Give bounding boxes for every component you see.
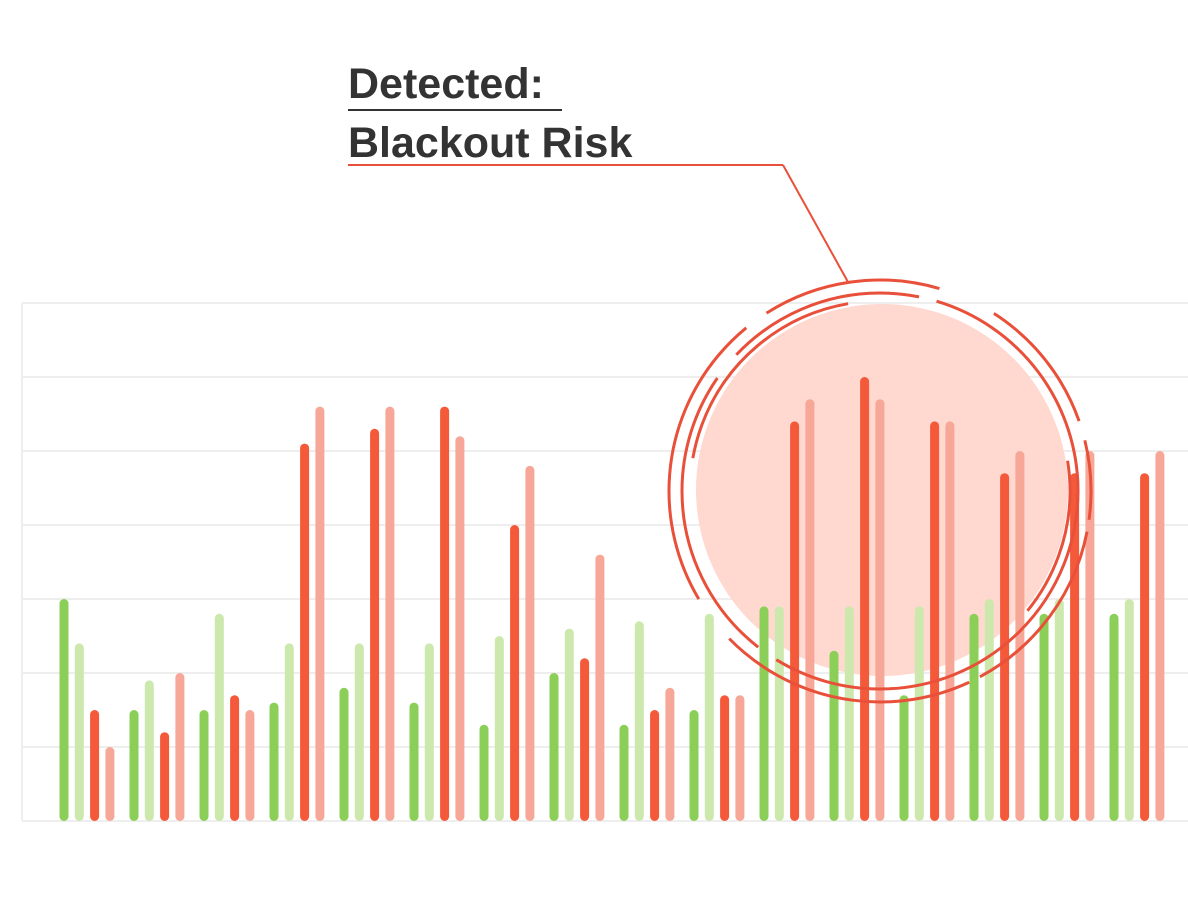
bar (665, 687, 675, 821)
bar (455, 436, 465, 821)
bar (650, 710, 660, 821)
bar (525, 465, 535, 821)
bar (914, 606, 924, 821)
bar (720, 695, 730, 821)
bar (354, 643, 364, 821)
bar (59, 599, 69, 821)
bar (105, 747, 115, 821)
bar (549, 673, 559, 821)
bar (339, 687, 349, 821)
bar (844, 606, 854, 821)
bar (829, 650, 839, 821)
bar (440, 406, 450, 821)
ring (667, 278, 1093, 704)
bar (144, 680, 154, 821)
bar (74, 643, 84, 821)
annotation-line: Detected: (348, 60, 544, 108)
bar (1015, 451, 1025, 821)
bar (160, 732, 170, 821)
bar (90, 710, 100, 821)
bar (1070, 473, 1080, 821)
bar (245, 710, 255, 821)
bar (619, 724, 629, 821)
bar (1109, 613, 1119, 821)
annotation-line: Blackout Risk (348, 119, 632, 167)
bar (1124, 599, 1134, 821)
bar (1054, 599, 1064, 821)
bar (580, 658, 590, 821)
bar (634, 621, 644, 821)
bar (704, 613, 714, 821)
bar (945, 421, 955, 821)
bar (860, 377, 870, 821)
bar (1140, 473, 1150, 821)
bar (899, 695, 909, 821)
bar (805, 399, 815, 821)
bar (479, 724, 489, 821)
bar (510, 525, 520, 821)
bar (564, 628, 574, 821)
bar (875, 399, 885, 821)
leader-line (782, 164, 849, 283)
bar (300, 443, 310, 821)
bar (214, 613, 224, 821)
bar (284, 643, 294, 821)
bar (1155, 451, 1165, 821)
bar (1000, 473, 1010, 821)
bar (930, 421, 940, 821)
bar (230, 695, 240, 821)
bar (735, 695, 745, 821)
bar (759, 606, 769, 821)
highlight-rings (667, 278, 1093, 704)
bar (494, 636, 504, 821)
bar (774, 606, 784, 821)
bar (424, 643, 434, 821)
bar (269, 702, 279, 821)
bar (409, 702, 419, 821)
bar (969, 613, 979, 821)
ring (688, 299, 1072, 683)
bar (129, 710, 139, 821)
bar (1085, 451, 1095, 821)
bar (199, 710, 209, 821)
bar (984, 599, 994, 821)
bar (595, 554, 605, 821)
bar (1039, 613, 1049, 821)
bar (689, 710, 699, 821)
plot (59, 377, 1165, 821)
bar (315, 406, 325, 821)
bar (385, 406, 395, 821)
bar (370, 428, 380, 821)
bar (175, 673, 185, 821)
ring (680, 291, 1080, 691)
bar (790, 421, 800, 821)
